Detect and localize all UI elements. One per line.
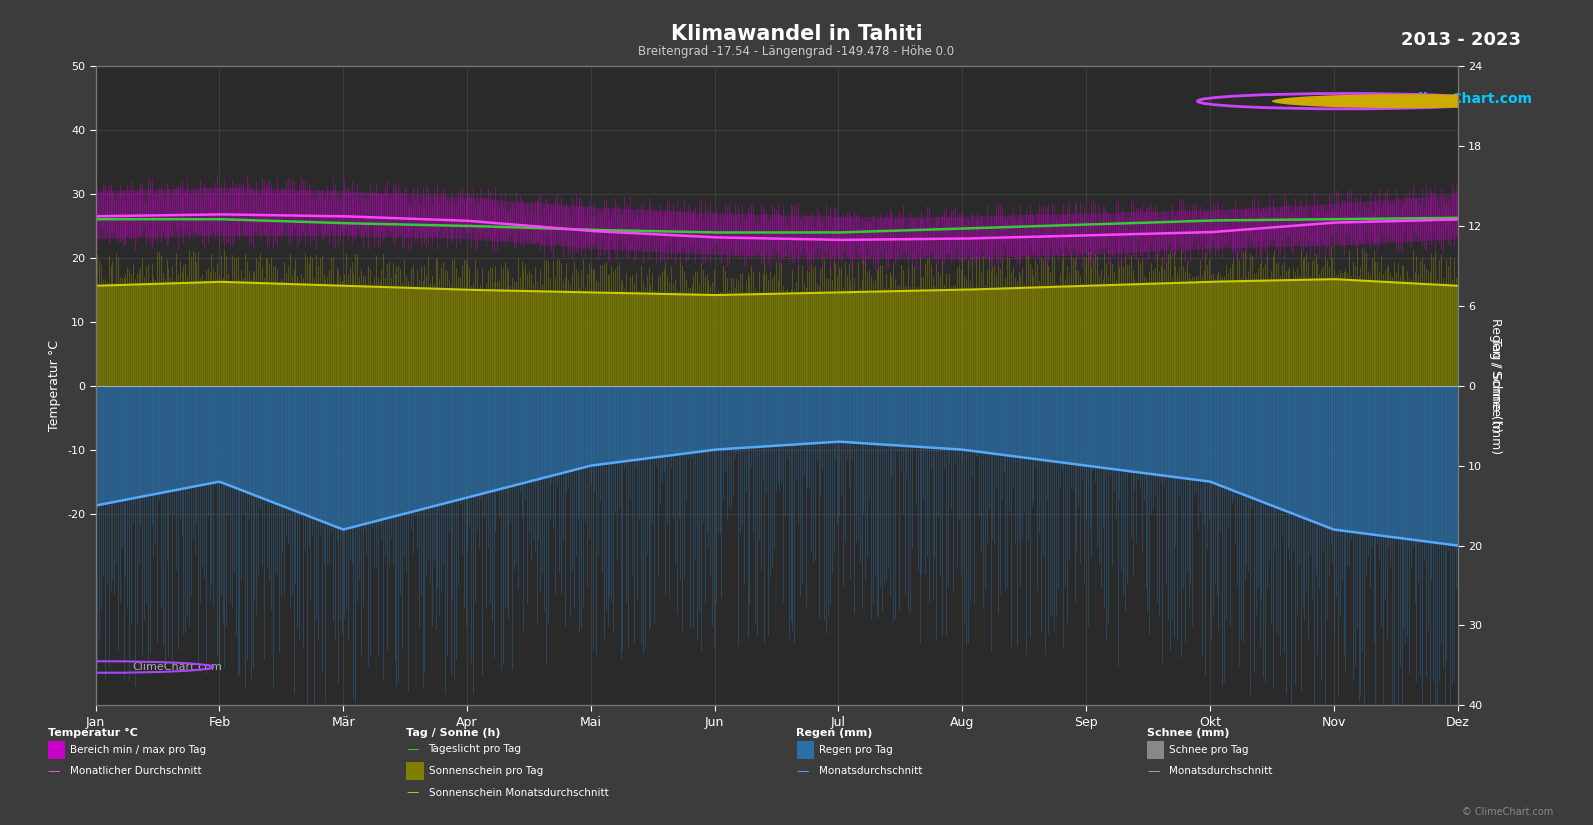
Text: Sonnenschein pro Tag: Sonnenschein pro Tag — [429, 766, 543, 776]
Text: Monatsdurchschnitt: Monatsdurchschnitt — [1169, 766, 1273, 776]
Y-axis label: Regen / Schnee (mm): Regen / Schnee (mm) — [1488, 318, 1502, 454]
Text: Tag / Sonne (h): Tag / Sonne (h) — [406, 728, 500, 738]
Text: —: — — [796, 765, 809, 778]
Text: Temperatur °C: Temperatur °C — [48, 728, 137, 738]
Text: © ClimeChart.com: © ClimeChart.com — [1462, 807, 1553, 817]
Text: Bereich min / max pro Tag: Bereich min / max pro Tag — [70, 745, 205, 755]
Text: Monatsdurchschnitt: Monatsdurchschnitt — [819, 766, 922, 776]
Text: ClimeChart.com: ClimeChart.com — [132, 662, 223, 672]
Text: Tageslicht pro Tag: Tageslicht pro Tag — [429, 744, 521, 754]
Text: —: — — [1147, 765, 1160, 778]
Text: Breitengrad -17.54 - Längengrad -149.478 - Höhe 0.0: Breitengrad -17.54 - Längengrad -149.478… — [639, 45, 954, 59]
Text: —: — — [48, 765, 61, 778]
Text: ClimeChart.com: ClimeChart.com — [1408, 92, 1532, 106]
Text: Monatlicher Durchschnitt: Monatlicher Durchschnitt — [70, 766, 202, 776]
Text: Regen (mm): Regen (mm) — [796, 728, 873, 738]
Text: —: — — [406, 786, 419, 799]
Text: 2013 - 2023: 2013 - 2023 — [1402, 31, 1521, 49]
Circle shape — [1271, 94, 1544, 108]
Text: —: — — [406, 742, 419, 756]
Text: Schnee pro Tag: Schnee pro Tag — [1169, 745, 1249, 755]
Y-axis label: Tag / Sonne (h): Tag / Sonne (h) — [1489, 338, 1502, 433]
Y-axis label: Temperatur °C: Temperatur °C — [48, 340, 62, 431]
Text: Regen pro Tag: Regen pro Tag — [819, 745, 892, 755]
Text: Klimawandel in Tahiti: Klimawandel in Tahiti — [671, 24, 922, 44]
Text: Schnee (mm): Schnee (mm) — [1147, 728, 1230, 738]
Text: Sonnenschein Monatsdurchschnitt: Sonnenschein Monatsdurchschnitt — [429, 788, 609, 798]
